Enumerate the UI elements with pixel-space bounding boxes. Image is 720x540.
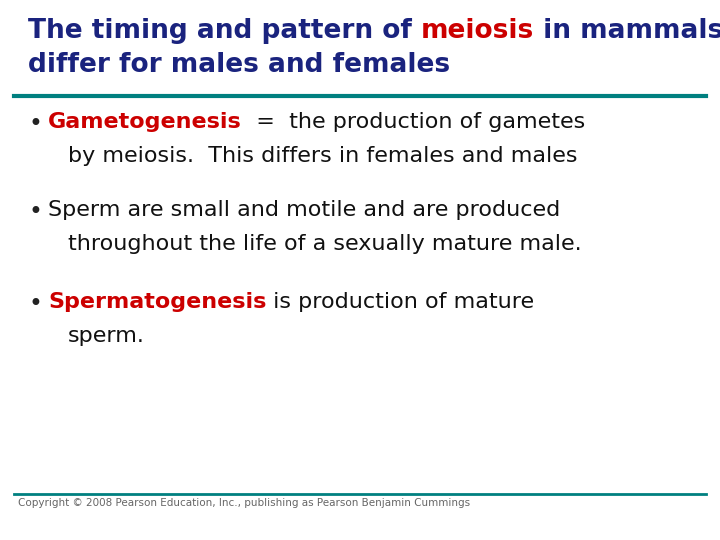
Text: =  the production of gametes: = the production of gametes [242,112,585,132]
Text: Copyright © 2008 Pearson Education, Inc., publishing as Pearson Benjamin Cumming: Copyright © 2008 Pearson Education, Inc.… [18,498,470,508]
Text: meiosis: meiosis [421,18,534,44]
Text: differ for males and females: differ for males and females [28,52,450,78]
Text: Spermatogenesis: Spermatogenesis [48,292,266,312]
Text: •: • [28,200,42,224]
Text: is production of mature: is production of mature [266,292,534,312]
Text: by meiosis.  This differs in females and males: by meiosis. This differs in females and … [68,146,577,166]
Text: •: • [28,112,42,136]
Text: Gametogenesis: Gametogenesis [48,112,242,132]
Text: •: • [28,292,42,316]
Text: sperm.: sperm. [68,326,145,346]
Text: The timing and pattern of: The timing and pattern of [28,18,421,44]
Text: Sperm are small and motile and are produced: Sperm are small and motile and are produ… [48,200,560,220]
Text: in mammals: in mammals [534,18,720,44]
Text: throughout the life of a sexually mature male.: throughout the life of a sexually mature… [68,234,582,254]
